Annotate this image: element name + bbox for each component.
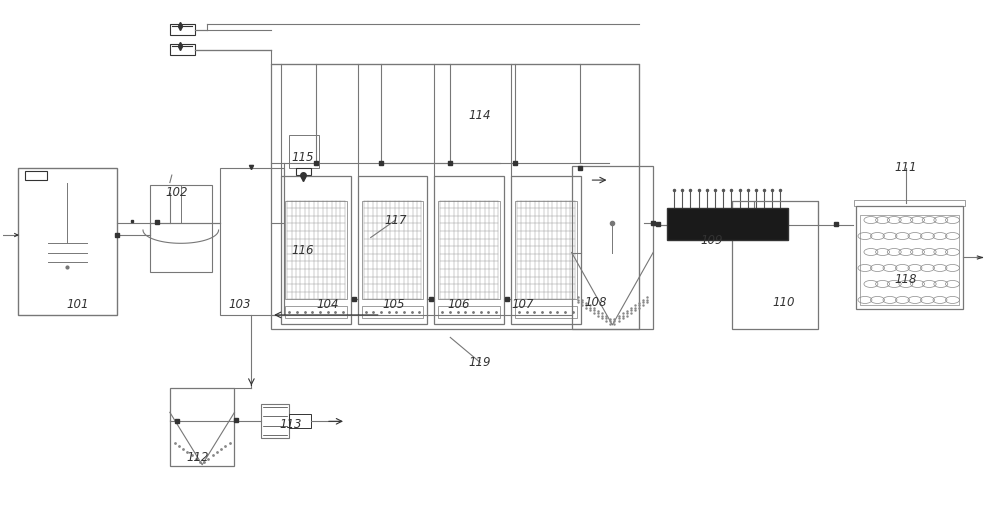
Text: 105: 105 <box>382 298 405 312</box>
Text: 104: 104 <box>317 298 339 312</box>
Bar <box>281 176 351 324</box>
Bar <box>362 200 423 299</box>
Bar <box>856 206 963 310</box>
Bar <box>854 199 965 206</box>
Text: 110: 110 <box>772 296 795 309</box>
Bar <box>511 176 581 324</box>
Bar <box>515 200 577 299</box>
Text: 119: 119 <box>469 356 491 369</box>
Bar <box>438 306 500 319</box>
Bar <box>438 200 500 299</box>
Text: 107: 107 <box>512 298 534 312</box>
Bar <box>572 166 653 329</box>
Bar <box>220 168 284 315</box>
Text: 109: 109 <box>701 233 723 246</box>
Bar <box>515 306 577 319</box>
Text: 114: 114 <box>469 109 491 122</box>
Bar <box>358 176 427 324</box>
Bar <box>170 388 234 466</box>
Bar <box>170 44 195 55</box>
Bar <box>150 185 212 273</box>
Text: 117: 117 <box>384 214 407 227</box>
Text: 111: 111 <box>894 161 917 174</box>
Text: 106: 106 <box>447 298 469 312</box>
Bar <box>271 64 639 329</box>
Bar <box>362 306 423 319</box>
Bar <box>289 414 311 428</box>
Text: 102: 102 <box>166 186 188 199</box>
Bar <box>434 176 504 324</box>
Text: 108: 108 <box>584 296 607 309</box>
Text: 118: 118 <box>894 274 917 286</box>
Text: 112: 112 <box>186 451 209 464</box>
Text: 113: 113 <box>280 418 302 431</box>
Text: 103: 103 <box>228 298 251 312</box>
Text: 116: 116 <box>292 243 314 257</box>
Text: 101: 101 <box>66 298 89 312</box>
Bar <box>289 135 319 168</box>
Text: 115: 115 <box>292 151 314 164</box>
Bar <box>25 171 47 180</box>
Bar <box>667 208 788 240</box>
Bar <box>285 306 347 319</box>
Bar <box>296 168 311 175</box>
Bar <box>285 200 347 299</box>
Bar <box>261 405 289 438</box>
Bar <box>860 215 959 305</box>
Bar <box>170 24 195 35</box>
Bar <box>732 200 818 329</box>
Bar <box>18 168 117 315</box>
